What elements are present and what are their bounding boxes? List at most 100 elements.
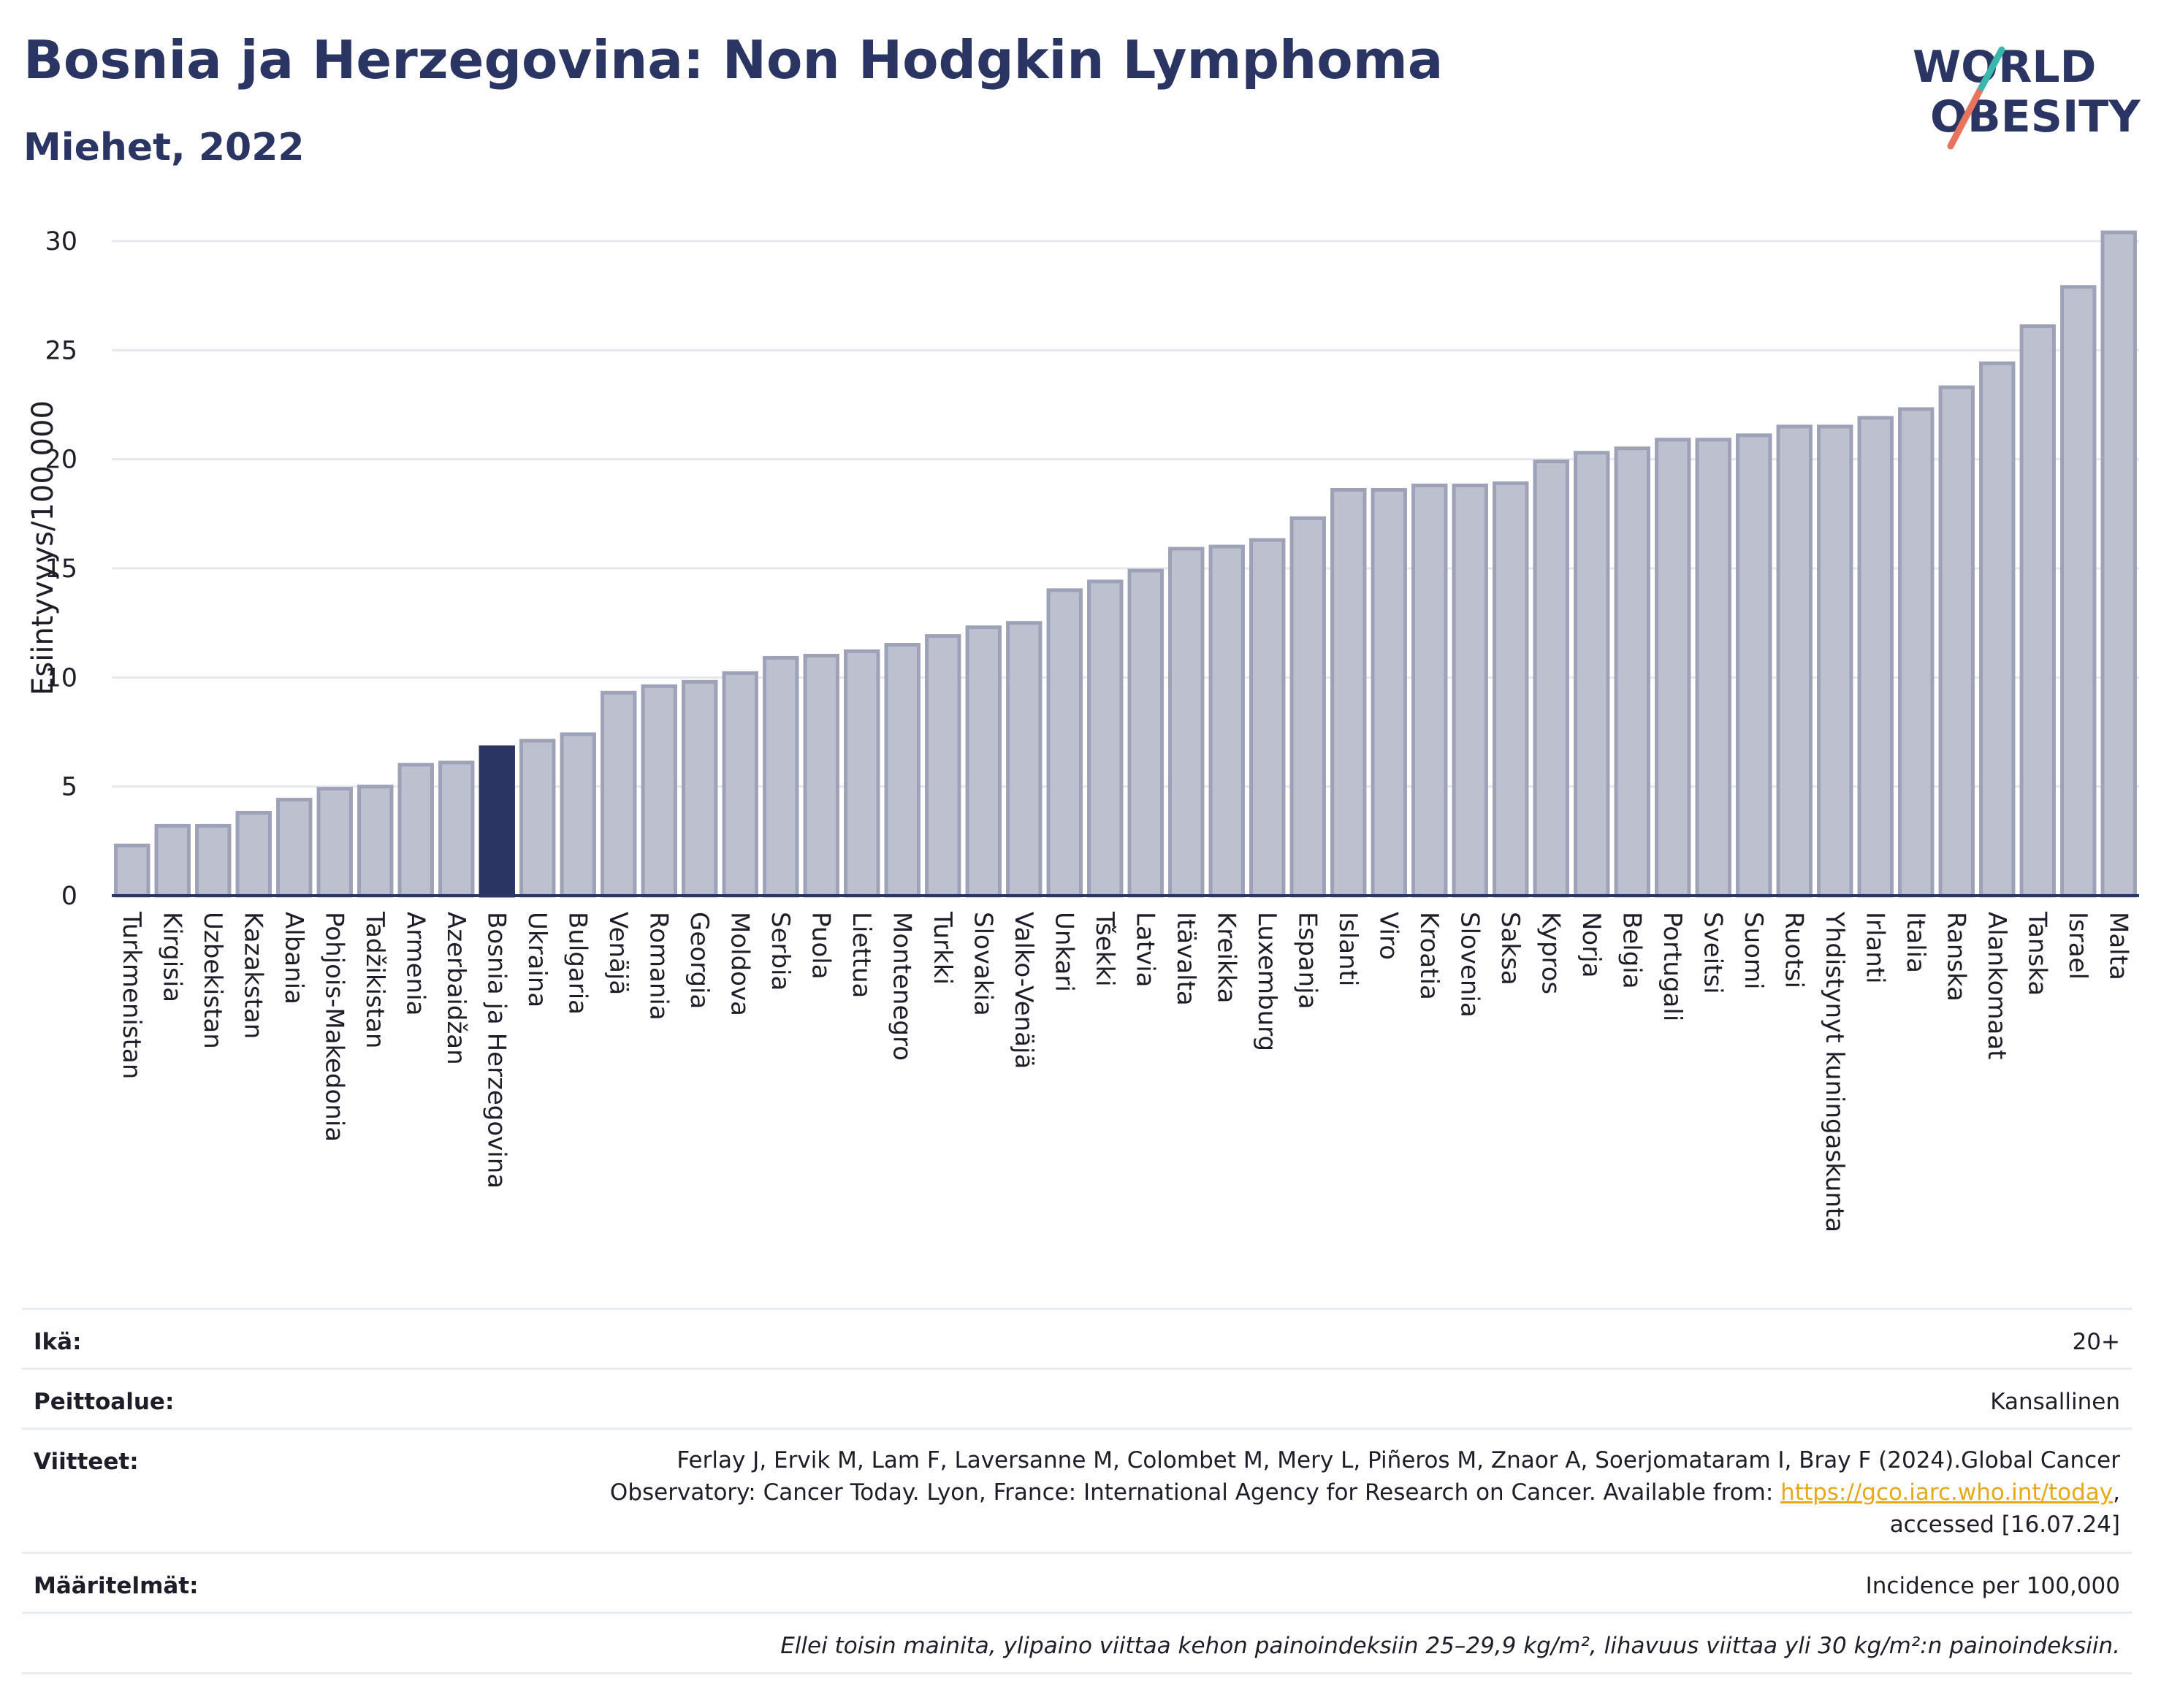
bars <box>114 230 2137 898</box>
bar <box>1452 484 1488 898</box>
x-tick-label: Moldova <box>725 912 754 1016</box>
x-tick-label: Israel <box>2063 912 2092 980</box>
bar <box>965 625 1002 898</box>
x-tick-label: Serbia <box>766 912 795 991</box>
obesity-definition-note: Ellei toisin mainita, ylipaino viittaa k… <box>780 1633 2120 1659</box>
bar <box>1695 438 1731 898</box>
x-tick-label: Venäjä <box>603 912 633 995</box>
x-tick-label: Kirgisia <box>157 912 186 1002</box>
x-tick-label: Viro <box>1373 912 1403 960</box>
x-tick-label: Luxemburg <box>1252 912 1281 1051</box>
x-tick-label: Tadžikistan <box>360 911 389 1048</box>
references-link[interactable]: https://gco.iarc.who.int/today <box>1780 1479 2114 1506</box>
bar <box>1493 481 1529 898</box>
x-tick-label: Liettua <box>847 912 876 998</box>
info-row-definitions: Määritelmät: Incidence per 100,000 <box>22 1552 2132 1612</box>
bar <box>1289 516 1326 898</box>
x-tick-label: Azerbaidžan <box>441 912 470 1065</box>
bar <box>844 649 880 898</box>
references-line-3: accessed [16.07.24] <box>1889 1511 2120 1538</box>
x-tick-label: Ruotsi <box>1779 912 1808 988</box>
bar <box>1979 361 2016 898</box>
x-tick-label: Armenia <box>400 912 430 1016</box>
y-tick-label: 25 <box>45 336 77 365</box>
x-tick-label: Montenegro <box>887 912 916 1061</box>
x-tick-label: Valko-Venäjä <box>1009 912 1038 1069</box>
bar <box>1574 451 1610 898</box>
x-tick-label: Saksa <box>1495 912 1525 985</box>
references-value: Ferlay J, Ervik M, Lam F, Laversanne M, … <box>610 1444 2120 1541</box>
bar <box>1168 546 1205 898</box>
x-tick-label: Itävalta <box>1171 912 1200 1006</box>
bar <box>1614 446 1650 898</box>
bar <box>1330 487 1367 898</box>
bar <box>1046 588 1083 898</box>
bar <box>601 690 637 898</box>
bar <box>722 671 758 898</box>
x-tick-label: Slovenia <box>1455 912 1484 1018</box>
bar <box>397 763 434 898</box>
bar <box>1249 538 1286 898</box>
x-tick-label: Unkari <box>1049 912 1078 992</box>
bar <box>114 843 150 898</box>
y-tick-label: 30 <box>45 227 77 256</box>
x-tick-label: Alankomaat <box>1982 912 2011 1060</box>
x-tick-label: Bulgaria <box>563 912 592 1015</box>
info-row-note: Ellei toisin mainita, ylipaino viittaa k… <box>22 1612 2132 1674</box>
bar <box>1938 385 1975 898</box>
x-tick-label: Suomi <box>1739 912 1768 990</box>
x-tick-label: Portugali <box>1658 912 1687 1021</box>
bar <box>763 655 799 898</box>
x-tick-label: Albania <box>279 912 308 1004</box>
bar <box>1857 416 1894 898</box>
x-tick-label: Norja <box>1577 912 1606 978</box>
age-value: 20+ <box>2072 1329 2120 1355</box>
axes: 0 5 10 15 20 25 30 <box>45 227 2139 911</box>
x-tick-label: Turkmenistan <box>117 911 146 1079</box>
x-tick-label: Kazakstan <box>238 912 267 1039</box>
x-tick-label: Romania <box>644 912 673 1021</box>
page-subtitle: Miehet, 2022 <box>23 126 305 169</box>
y-tick-label: 5 <box>61 773 77 802</box>
x-tick-label: Slovakia <box>968 912 997 1016</box>
bar <box>1208 544 1245 898</box>
bar <box>1411 484 1448 898</box>
bar <box>1655 438 1691 898</box>
bar <box>1776 424 1813 898</box>
bar <box>357 785 394 898</box>
bar <box>1736 433 1772 898</box>
bar-chart: 0 5 10 15 20 25 30 Turkmenistan Kirgisia Uzbekis… <box>26 227 2139 1232</box>
x-tick-label: Kroatia <box>1414 912 1444 1000</box>
bar <box>1127 568 1164 898</box>
bar <box>560 732 596 898</box>
bar <box>1898 407 1935 898</box>
bar <box>641 684 677 898</box>
x-tick-label: Yhdistynyt kuningaskunta <box>1820 911 1849 1232</box>
bar <box>1817 424 1853 898</box>
bar <box>316 787 353 898</box>
y-tick-label: 10 <box>45 663 77 693</box>
category-labels: Turkmenistan Kirgisia Uzbekistan Kazakstan A… <box>117 911 2133 1232</box>
bar <box>438 760 475 898</box>
x-tick-label: Turkki <box>928 911 957 985</box>
x-tick-label: Latvia <box>1130 912 1159 988</box>
bar <box>2019 324 2056 898</box>
x-tick-label: Irlanti <box>1860 912 1889 984</box>
x-tick-label: Pohjois-Makedonia <box>319 912 348 1142</box>
bar <box>1006 621 1043 898</box>
bar <box>154 823 191 898</box>
references-line-1: Ferlay J, Ervik M, Lam F, Laversanne M, … <box>676 1447 2120 1473</box>
bar <box>803 653 839 898</box>
references-label: Viitteet: <box>34 1449 139 1475</box>
y-tick-label: 20 <box>45 446 77 475</box>
coverage-label: Peittoalue: <box>34 1389 175 1415</box>
coverage-value: Kansallinen <box>1990 1389 2120 1415</box>
x-tick-label: Kreikka <box>1211 912 1240 1004</box>
info-row-age: Ikä: 20+ <box>22 1308 2132 1368</box>
y-tick-label: 15 <box>45 554 77 584</box>
definitions-value: Incidence per 100,000 <box>1865 1573 2120 1599</box>
bar <box>925 634 961 898</box>
definitions-label: Määritelmät: <box>34 1573 199 1599</box>
x-tick-label: Ranska <box>1941 912 1970 1002</box>
x-tick-label: Ukraina <box>522 912 552 1007</box>
